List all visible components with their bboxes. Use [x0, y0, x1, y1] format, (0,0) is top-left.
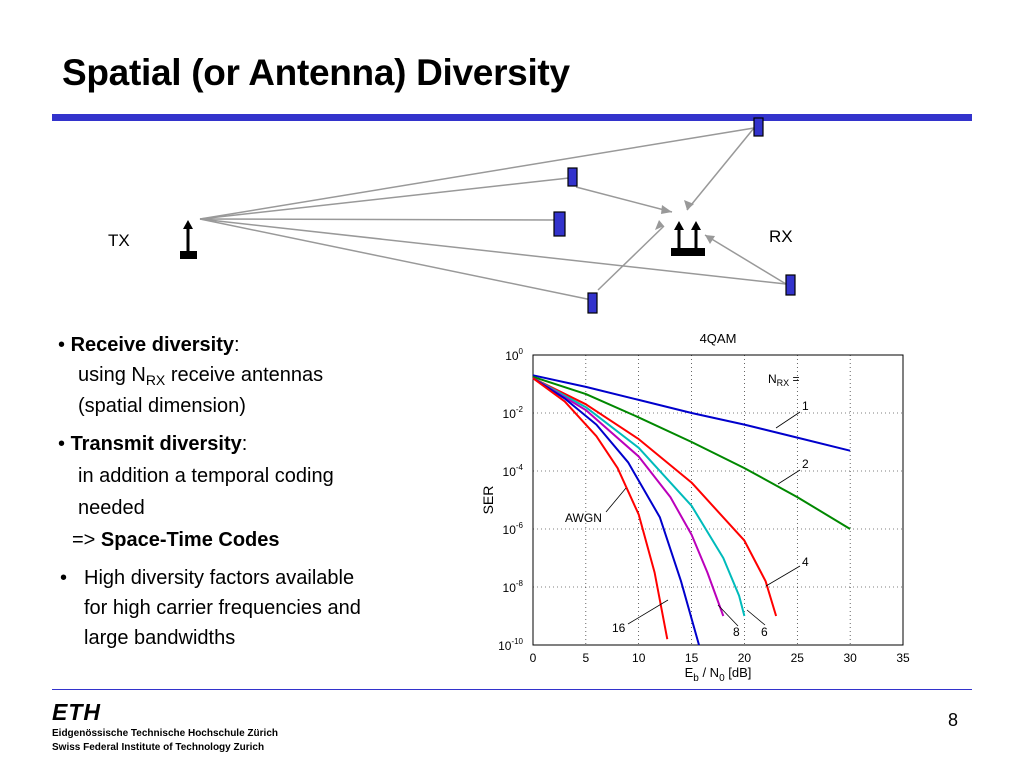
path-from-antenna-upper [575, 186, 673, 213]
antenna-element-icon [587, 292, 598, 314]
institution-english: Swiss Federal Institute of Technology Zu… [52, 742, 265, 753]
chart-title: 4QAM [700, 331, 737, 346]
space-time-codes-text: Space-Time Codes [100, 529, 280, 551]
tx-label: TX [108, 231, 130, 250]
antenna-element-icon [785, 274, 796, 296]
bullet-high-diversity: • High diversity factors available [60, 567, 355, 589]
high-diversity-line-3: large bandwidths [84, 627, 236, 649]
x-label-n: / N [699, 665, 719, 680]
text-using-n: using N [78, 364, 146, 386]
institution-name: Eidgenössische Technische Hochschule Zür… [52, 727, 278, 755]
curve-label-2: 2 [802, 457, 809, 471]
x-tick-label: 10 [632, 651, 646, 665]
institution-german: Eidgenössische Technische Hochschule Zür… [52, 728, 278, 739]
x-tick-label: 30 [843, 651, 857, 665]
series-line-2 [532, 375, 851, 530]
nrx-sub: RX [777, 378, 790, 388]
x-label-e: E [685, 665, 694, 680]
x-tick-label: 25 [791, 651, 805, 665]
transmit-line-2: in addition a temporal coding [78, 465, 334, 487]
y-tick-label: 10-4 [503, 463, 524, 479]
series-line-8 [532, 377, 725, 617]
y-tick-label: 10-6 [503, 521, 524, 537]
path-from-antenna-lower [597, 225, 665, 291]
page-number: 8 [948, 710, 959, 730]
series-line-6 [532, 377, 746, 617]
series-line-1 [532, 374, 851, 452]
curve-label-16: 16 [612, 621, 626, 635]
bullet-transmit-diversity: • Transmit diversity: [58, 433, 248, 455]
nrx-n: N [768, 372, 777, 386]
receive-line-3: (spatial dimension) [78, 395, 246, 417]
x-label-db: [dB] [725, 665, 752, 680]
antenna-element-icon [567, 167, 578, 187]
nrx-legend-label: NRX = [768, 372, 800, 388]
text-receive-antennas: receive antennas [165, 364, 324, 386]
series-line-awgn [532, 377, 700, 646]
y-tick-label: 10-8 [503, 579, 524, 595]
curve-label-4: 4 [802, 555, 809, 569]
footer-rule [52, 689, 972, 690]
curve-label-1: 1 [802, 399, 809, 413]
slide-title: Spatial (or Antenna) Diversity [62, 52, 570, 93]
series-line-4 [532, 377, 778, 617]
curve-label-6: 6 [761, 625, 768, 639]
x-tick-label: 20 [738, 651, 752, 665]
y-axis-label: SER [480, 486, 496, 515]
transmit-diversity-heading: Transmit diversity [70, 433, 242, 455]
y-tick-label: 10-10 [498, 637, 523, 653]
x-tick-label: 5 [583, 651, 590, 665]
antenna-diagram: TX RX [108, 117, 796, 314]
path-from-antenna-top [686, 127, 755, 211]
subscript-rx: RX [145, 372, 166, 388]
eth-logo: ETH [52, 700, 101, 724]
transmit-line-4: => Space-Time Codes [58, 525, 458, 555]
ser-chart: 0 5 10 15 20 25 30 35 10010-210-410-610-810-10 … [465, 325, 945, 687]
curve-label-awgn: AWGN [565, 511, 602, 525]
high-diversity-line-2: for high carrier frequencies and [84, 597, 361, 619]
receive-diversity-heading: Receive diversity [70, 334, 234, 356]
antenna-element-icon [753, 117, 764, 137]
x-label-sub-0: 0 [719, 673, 725, 684]
high-diversity-line-1: High diversity factors available [84, 567, 355, 589]
colon: : [234, 334, 240, 356]
x-axis-label: Eb / N0 [dB] [685, 665, 752, 684]
nrx-eq: = [789, 372, 799, 386]
x-tick-label: 0 [530, 651, 537, 665]
path-from-antenna-right [704, 234, 787, 285]
title-underline [52, 114, 972, 121]
antenna-element-icon [553, 211, 566, 237]
receive-line-2: using NRX receive antennas [58, 360, 458, 391]
rx-antenna-array-icon [671, 221, 705, 256]
x-tick-label: 15 [685, 651, 699, 665]
curve-label-8: 8 [733, 625, 740, 639]
y-tick-label: 100 [505, 347, 523, 363]
transmit-line-3: needed [78, 497, 145, 519]
bullet-list: • Receive diversity: using NRX receive a… [58, 330, 458, 653]
eth-logo-text: ETH [52, 700, 101, 724]
x-label-sub-b: b [693, 673, 699, 684]
rx-label: RX [769, 227, 793, 246]
y-tick-label: 10-2 [503, 405, 524, 421]
arrow-text: => [72, 529, 101, 551]
tx-antenna-icon [180, 220, 197, 259]
x-tick-label: 35 [896, 651, 910, 665]
bullet-receive-diversity: • Receive diversity: [58, 334, 240, 356]
colon: : [241, 433, 248, 455]
series-line-16 [532, 377, 669, 640]
